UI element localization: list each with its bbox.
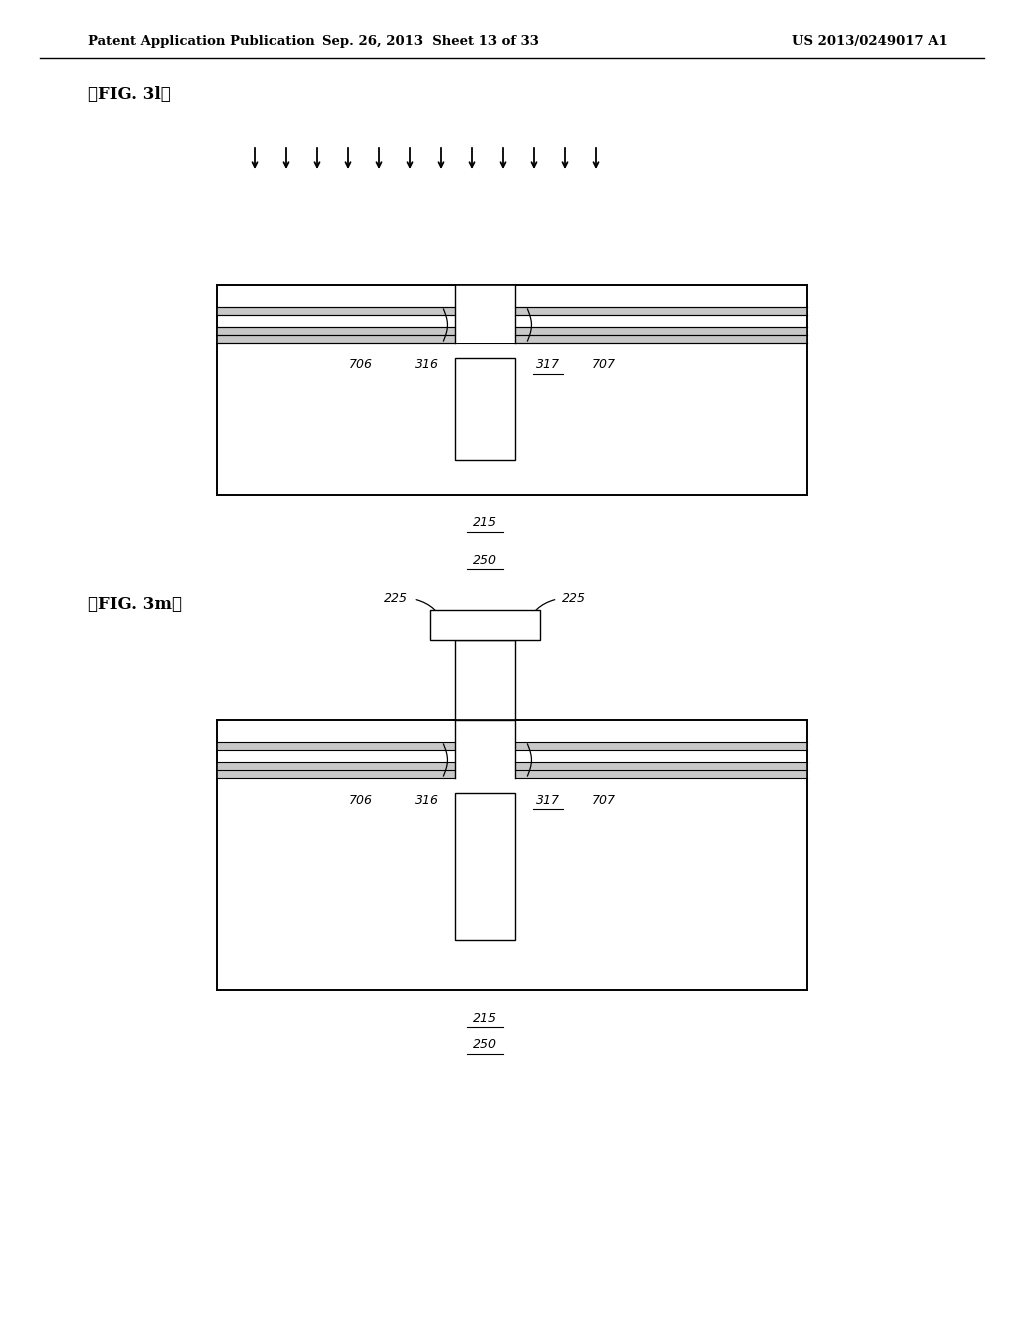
Text: 250: 250 <box>473 553 498 566</box>
Bar <box>217 762 807 777</box>
Bar <box>217 742 807 750</box>
Bar <box>456 285 515 343</box>
Text: 250: 250 <box>473 1039 498 1052</box>
Bar <box>217 285 807 495</box>
Text: 317: 317 <box>537 359 560 371</box>
Text: 215: 215 <box>473 1011 498 1024</box>
Text: 706: 706 <box>348 793 373 807</box>
Text: Patent Application Publication: Patent Application Publication <box>88 36 314 49</box>
Bar <box>456 640 515 719</box>
Text: 240: 240 <box>473 616 498 630</box>
Text: 316: 316 <box>416 359 439 371</box>
Text: 215: 215 <box>473 516 498 529</box>
Bar <box>217 719 807 990</box>
Text: 210: 210 <box>473 842 498 855</box>
Bar <box>456 793 515 940</box>
Text: 707: 707 <box>592 793 615 807</box>
Text: 317: 317 <box>537 793 560 807</box>
Text: 225: 225 <box>384 593 409 606</box>
Text: 707: 707 <box>592 359 615 371</box>
Text: US 2013/0249017 A1: US 2013/0249017 A1 <box>793 36 948 49</box>
Bar <box>456 358 515 459</box>
Text: 316: 316 <box>416 793 439 807</box>
Bar <box>217 327 807 343</box>
Text: Sep. 26, 2013  Sheet 13 of 33: Sep. 26, 2013 Sheet 13 of 33 <box>322 36 539 49</box>
Text: 【FIG. 3l】: 【FIG. 3l】 <box>88 87 171 103</box>
Text: 235: 235 <box>487 760 510 774</box>
Bar <box>430 610 541 640</box>
Bar <box>456 719 515 777</box>
Text: 706: 706 <box>348 359 373 371</box>
Bar <box>217 308 807 315</box>
Text: 210: 210 <box>473 391 498 404</box>
Text: 【FIG. 3m】: 【FIG. 3m】 <box>88 597 182 614</box>
Text: 225: 225 <box>562 593 587 606</box>
